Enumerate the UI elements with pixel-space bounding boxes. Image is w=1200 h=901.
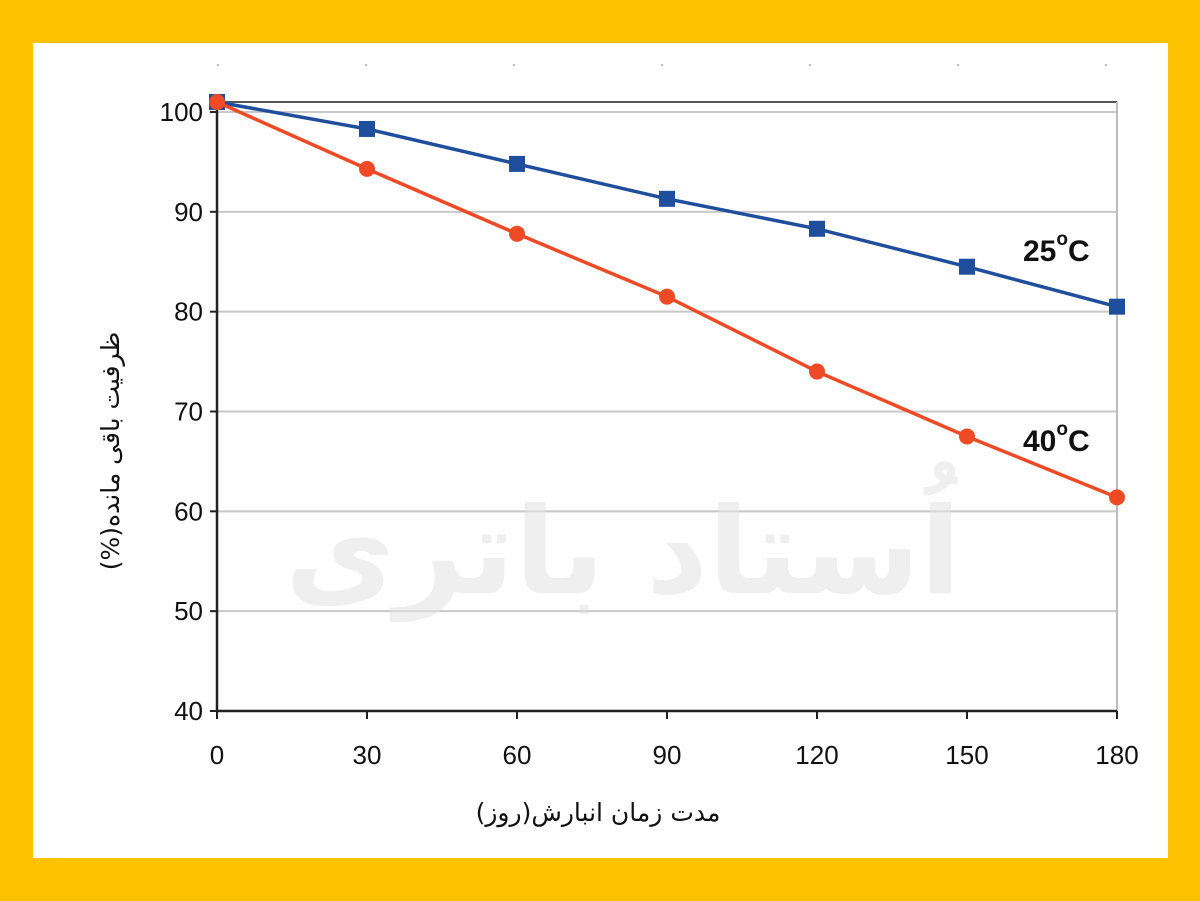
watermark: اُستاد باتری <box>285 461 961 622</box>
grid-lines <box>217 64 1118 711</box>
point-1-1 <box>359 120 375 137</box>
x-tick-label-30: 30 <box>353 740 382 770</box>
y-tick-label-60: 60 <box>174 496 203 526</box>
y-tick-label-50: 50 <box>174 596 203 626</box>
point-1-4 <box>809 220 825 237</box>
point-1-3 <box>659 190 675 207</box>
point-1-5 <box>959 258 975 275</box>
point-2-4 <box>809 363 825 380</box>
axes <box>210 102 1118 719</box>
point-2-1 <box>359 160 375 177</box>
series-2: 40oC <box>209 94 1125 506</box>
x-tick-label-180: 180 <box>1095 740 1138 770</box>
y-tick-label-100: 100 <box>160 97 203 127</box>
line-chart: اُستاد باتری 25oC 40oC 40 50 60 70 80 90 100 0 30… <box>96 64 1139 828</box>
x-tick-label-90: 90 <box>653 740 682 770</box>
chart-panel: اُستاد باتری 25oC 40oC 40 50 60 70 80 90 100 0 30… <box>33 43 1168 858</box>
point-1-2 <box>509 155 525 172</box>
point-2-0 <box>209 94 225 110</box>
point-2-5 <box>959 428 975 445</box>
point-2-3 <box>659 288 675 305</box>
point-2-2 <box>509 225 525 242</box>
y-tick-label-80: 80 <box>174 297 203 327</box>
x-tick-label-0: 0 <box>210 740 224 770</box>
point-2-6 <box>1109 489 1125 506</box>
y-tick-label-90: 90 <box>174 197 203 227</box>
series: 25oC 40oC <box>209 94 1125 506</box>
x-tick-label-150: 150 <box>945 740 988 770</box>
series-label-1: 25oC <box>1023 229 1090 268</box>
y-axis-title: ظرفیت باقی مانده(%) <box>96 332 125 570</box>
point-1-6 <box>1109 298 1125 315</box>
x-tick-label-120: 120 <box>795 740 838 770</box>
tick-labels: 40 50 60 70 80 90 100 0 30 60 90 120 150 180 <box>160 97 1139 770</box>
x-axis-title: مدت زمان انبارش(روز) <box>476 798 721 828</box>
series-1: 25oC <box>209 94 1125 315</box>
series-label-2: 40oC <box>1023 419 1090 458</box>
y-tick-label-40: 40 <box>174 696 203 726</box>
y-tick-label-70: 70 <box>174 396 203 426</box>
x-tick-label-60: 60 <box>503 740 532 770</box>
